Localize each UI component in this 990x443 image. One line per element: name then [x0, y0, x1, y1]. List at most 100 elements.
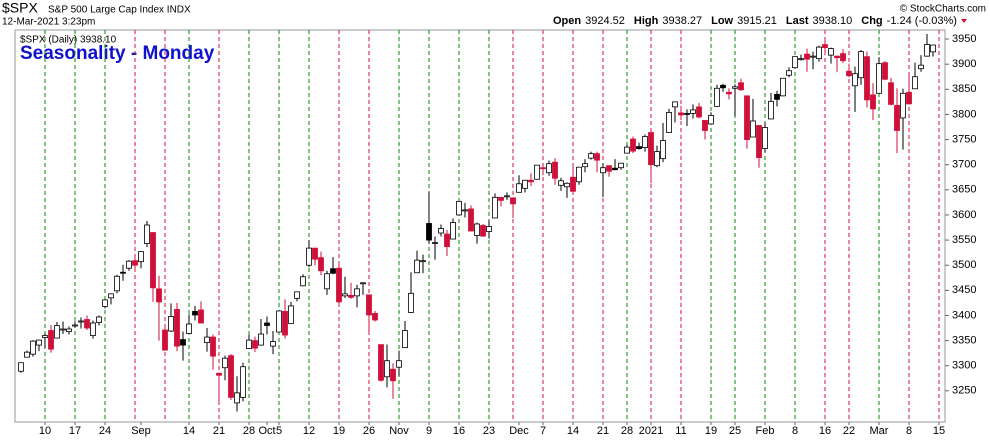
candle-body [138, 251, 144, 263]
y-tick-label: 3650 [952, 184, 976, 196]
candle-body [624, 146, 630, 154]
candle-body [690, 109, 696, 114]
x-tick-label: 24 [99, 425, 111, 437]
candle-body [294, 291, 300, 299]
change-arrow [960, 19, 967, 23]
candle-body [864, 56, 870, 101]
candle-body [78, 320, 84, 323]
quote-label: Low [711, 15, 733, 27]
candle-body [186, 323, 192, 334]
timestamp: 12-Mar-2021 3:23pm [2, 17, 95, 28]
x-tick-label: 26 [363, 425, 375, 437]
candle-body [858, 51, 864, 79]
candle-body [342, 293, 348, 297]
x-tick-label: 17 [69, 425, 81, 437]
candle-body [480, 225, 486, 237]
candle-body [384, 360, 390, 378]
candle-body [654, 151, 660, 167]
candle-body [132, 260, 138, 266]
candle-body [228, 355, 234, 398]
x-tick-label: 9 [426, 425, 432, 437]
candle-body [324, 273, 330, 290]
candle-body [348, 294, 354, 298]
x-tick-label: 19 [705, 425, 717, 437]
candle-body [222, 357, 228, 369]
quote-value: -1.24 (-0.03%) [887, 15, 957, 27]
candle-body [198, 309, 204, 324]
candle-body [804, 53, 810, 60]
plot-frame [14, 29, 946, 423]
symbol: $SPX [2, 0, 38, 16]
x-tick-label: Nov [389, 425, 409, 437]
x-tick-label: Mar [870, 425, 889, 437]
candle-body [546, 163, 552, 174]
candle-body [30, 340, 36, 355]
x-tick-label: 28 [243, 425, 255, 437]
candle-body [270, 341, 276, 347]
candle-body [474, 223, 480, 236]
x-tick-label: 16 [453, 425, 465, 437]
candle-body [276, 310, 282, 333]
candle-body [642, 136, 648, 149]
candle-body [828, 48, 834, 56]
candle-body [126, 260, 132, 269]
candle-body [450, 222, 456, 240]
candle-body [402, 330, 408, 349]
candle-body [366, 294, 372, 316]
candle-body [486, 226, 492, 232]
candle-body [768, 100, 774, 120]
x-tick-label: Oct [258, 425, 275, 437]
x-tick-label: 23 [483, 425, 495, 437]
y-tick-label: 3300 [952, 360, 976, 372]
candle-body [210, 336, 216, 357]
candle-body [168, 316, 174, 332]
candle-body [720, 84, 726, 89]
candle-body [822, 44, 828, 48]
candle-body [180, 339, 186, 346]
candle-body [522, 179, 528, 189]
candle-body [498, 196, 504, 201]
candle-body [306, 247, 312, 266]
candle-body [84, 319, 90, 329]
candle-body [618, 162, 624, 169]
y-tick-label: 3400 [952, 309, 976, 321]
x-tick-label: 16 [819, 425, 831, 437]
x-tick-label: 5 [276, 425, 282, 437]
candle-body [372, 313, 378, 321]
x-tick-label: 8 [906, 425, 912, 437]
x-tick-label: 7 [540, 425, 546, 437]
y-tick-label: 3800 [952, 108, 976, 120]
candle-body [66, 328, 72, 332]
candle-body [678, 112, 684, 116]
candle-body [330, 268, 336, 274]
candle-body [462, 209, 468, 212]
candle-body [336, 267, 342, 303]
candle-body [906, 91, 912, 105]
candle-body [672, 101, 678, 108]
candle-body [738, 82, 744, 91]
candle-body [516, 183, 522, 193]
candle-body [564, 182, 570, 188]
candle-body [216, 372, 222, 376]
candle-body [870, 94, 876, 110]
candle-body [816, 46, 822, 60]
candle-body [162, 329, 168, 351]
x-tick-label: 19 [333, 425, 345, 437]
candle-body [120, 271, 126, 274]
candle-body [576, 166, 582, 183]
candle-body [792, 56, 798, 69]
candle-body [558, 180, 564, 186]
candle-body [840, 53, 846, 62]
candle-body [174, 309, 180, 347]
legend: $SPX (Daily) 3938.10 [20, 35, 117, 46]
candle-body [582, 163, 588, 168]
candle-body [612, 167, 618, 171]
candle-body [414, 259, 420, 274]
candle-body [534, 164, 540, 180]
candle-body [732, 86, 738, 89]
candle-body [876, 63, 882, 94]
candle-body [726, 91, 732, 95]
candle-body [438, 228, 444, 234]
quote-label: High [634, 15, 659, 27]
